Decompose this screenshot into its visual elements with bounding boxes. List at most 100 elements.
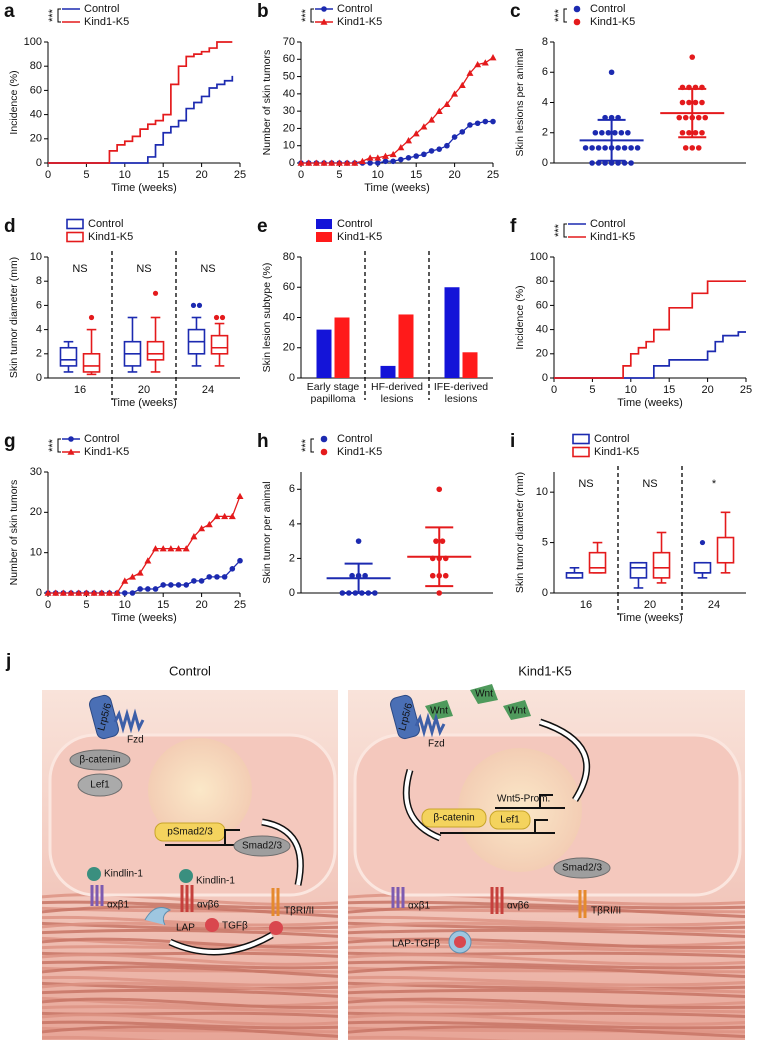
nucleus: [148, 738, 252, 842]
diagram-label: Fzd: [127, 735, 144, 746]
x-tick-label: HF-derived lesions: [371, 381, 423, 405]
legend-swatch: [320, 435, 328, 443]
fiber: [42, 921, 338, 934]
x-tick-label: IFE-derived lesions: [433, 381, 489, 405]
dot: [682, 145, 689, 151]
diagram-label: Smad2/3: [562, 863, 602, 874]
dot: [689, 54, 696, 60]
point: [467, 122, 473, 128]
step-line: [48, 41, 233, 164]
legend-swatch: [573, 18, 581, 26]
legend-label: Control: [84, 433, 119, 445]
y-tick-label: 4: [542, 96, 548, 108]
point: [237, 557, 243, 564]
point: [328, 159, 336, 166]
significance: ***: [300, 8, 312, 22]
point: [182, 545, 190, 552]
y-tick-label: 60: [283, 53, 295, 65]
step-line: [554, 280, 746, 379]
legend-item: Kind1-K5: [316, 231, 382, 243]
y-tick-label: 20: [536, 348, 548, 360]
diagram-label: Wnt: [508, 706, 526, 717]
tgfb: [454, 936, 466, 948]
point: [167, 545, 175, 552]
step-line: [554, 331, 746, 379]
dot: [372, 590, 378, 596]
point: [152, 545, 160, 552]
y-tick-label: 80: [536, 275, 548, 287]
annotation: NS: [578, 478, 593, 490]
dot: [436, 590, 443, 596]
outlier: [88, 314, 95, 321]
x-axis-label: Time (weeks): [111, 397, 177, 409]
x-tick-label: 0: [551, 384, 557, 396]
point: [305, 159, 313, 166]
point: [213, 512, 221, 520]
y-tick-label: 20: [30, 506, 42, 518]
outlier: [190, 302, 197, 308]
protein: [421, 808, 487, 828]
bar: [316, 329, 332, 378]
legend-swatch: [66, 231, 84, 243]
point: [351, 159, 359, 166]
dot: [589, 160, 595, 166]
y-tick-label: 80: [30, 60, 42, 72]
x-tick-label: 20: [644, 599, 656, 611]
tgfb: [269, 921, 283, 935]
y-tick-label: 8: [542, 36, 548, 48]
fiber: [42, 988, 338, 998]
receptor: [89, 694, 119, 740]
y-tick-label: 60: [536, 299, 548, 311]
panel-label: e: [257, 216, 268, 237]
y-tick-label: 20: [30, 133, 42, 145]
dot: [621, 145, 628, 151]
y-tick-label: 6: [36, 299, 42, 311]
diagram-label: Lef1: [90, 780, 110, 791]
dot: [362, 572, 368, 579]
dot: [605, 129, 612, 136]
dot: [429, 572, 436, 579]
fiber: [42, 975, 338, 987]
diagram-label: TβRI/II: [591, 906, 621, 917]
annotation: NS: [642, 478, 657, 490]
panel-label: f: [510, 216, 517, 237]
point: [190, 533, 198, 540]
point: [113, 589, 121, 596]
fibers: [348, 893, 745, 1040]
arrow: [539, 720, 589, 802]
point: [136, 569, 144, 576]
point: [390, 158, 396, 165]
fiber: [348, 988, 745, 999]
fiber: [42, 1035, 166, 1040]
step-line: [48, 75, 234, 164]
point: [105, 589, 113, 596]
point: [312, 159, 320, 166]
diagram-label: LAP: [176, 923, 195, 934]
y-tick-label: 2: [36, 348, 42, 360]
point: [405, 155, 412, 161]
point: [122, 590, 128, 596]
y-tick-label: 2: [289, 552, 295, 564]
protein: [69, 749, 131, 771]
y-axis-label: Incidence (%): [8, 70, 20, 134]
point: [137, 586, 143, 592]
annotation: NS: [136, 263, 151, 275]
y-tick-label: 40: [283, 311, 295, 323]
significance: ***: [553, 8, 565, 22]
dot: [433, 538, 439, 544]
point: [413, 153, 420, 159]
fiber: [348, 975, 745, 987]
chart-panel: h Skin tumor per animal 0 2 4 6 ControlKind1-K…: [257, 431, 493, 599]
point: [458, 81, 466, 89]
y-axis-label: Skin tumor diameter (mm): [8, 257, 20, 378]
legend-item: Kind1-K5: [573, 16, 635, 28]
point: [168, 582, 174, 588]
point: [482, 118, 489, 125]
fiber: [348, 900, 745, 910]
dot: [439, 538, 446, 544]
dot: [695, 145, 702, 151]
legend-label: Control: [84, 3, 119, 15]
point: [375, 160, 381, 166]
outlier: [196, 302, 203, 308]
point: [435, 107, 443, 114]
